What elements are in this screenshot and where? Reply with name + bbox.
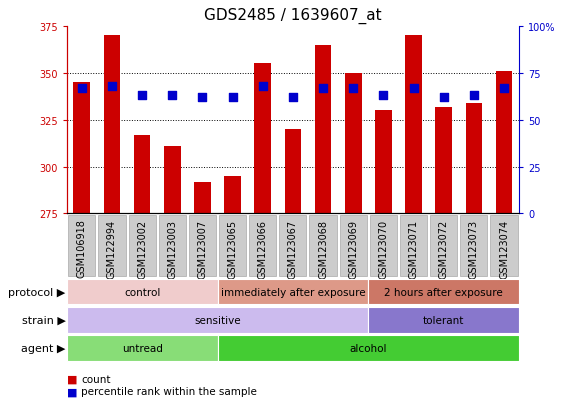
Text: GSM123070: GSM123070 (378, 219, 389, 278)
Text: GSM123003: GSM123003 (167, 219, 177, 278)
FancyBboxPatch shape (159, 215, 186, 277)
FancyBboxPatch shape (189, 215, 216, 277)
Point (168, 93, 177, 100)
Text: GSM123066: GSM123066 (258, 219, 268, 278)
FancyBboxPatch shape (400, 215, 427, 277)
Bar (164, 147, 180, 214)
Text: GSM122994: GSM122994 (107, 219, 117, 278)
Point (258, 83, 267, 90)
Text: strain ▶: strain ▶ (21, 315, 66, 325)
FancyBboxPatch shape (370, 215, 397, 277)
FancyBboxPatch shape (280, 215, 306, 277)
Bar (466, 104, 482, 214)
FancyBboxPatch shape (340, 215, 367, 277)
Point (349, 85, 358, 92)
Bar (436, 107, 452, 214)
Title: GDS2485 / 1639607_at: GDS2485 / 1639607_at (204, 8, 382, 24)
FancyBboxPatch shape (249, 215, 276, 277)
Point (499, 85, 509, 92)
Bar (74, 83, 90, 214)
Bar (134, 135, 150, 214)
FancyBboxPatch shape (68, 215, 95, 277)
Bar (285, 130, 301, 214)
FancyBboxPatch shape (219, 215, 246, 277)
FancyBboxPatch shape (430, 215, 457, 277)
Text: tolerant: tolerant (423, 315, 465, 325)
Text: control: control (124, 287, 160, 297)
Bar (218, 335, 519, 361)
Bar (255, 64, 271, 214)
Point (137, 93, 147, 100)
Text: agent ▶: agent ▶ (21, 343, 66, 353)
Bar (368, 307, 519, 333)
Point (288, 95, 298, 101)
Text: sensitive: sensitive (194, 315, 241, 325)
Bar (104, 36, 120, 214)
Bar (194, 182, 211, 214)
Bar (368, 279, 519, 305)
Text: GSM123068: GSM123068 (318, 219, 328, 278)
Text: GSM123065: GSM123065 (227, 219, 238, 278)
Point (318, 85, 328, 92)
Bar (67, 335, 218, 361)
Text: 2 hours after exposure: 2 hours after exposure (385, 287, 503, 297)
Text: GSM123073: GSM123073 (469, 219, 479, 278)
Bar (67, 307, 368, 333)
Text: percentile rank within the sample: percentile rank within the sample (81, 387, 257, 396)
Bar (218, 279, 368, 305)
Bar (224, 176, 241, 214)
Point (409, 85, 418, 92)
FancyBboxPatch shape (461, 215, 487, 277)
Text: GSM123067: GSM123067 (288, 219, 298, 278)
FancyBboxPatch shape (310, 215, 336, 277)
Point (379, 93, 388, 100)
Bar (375, 111, 392, 214)
Bar (405, 36, 422, 214)
Point (439, 95, 448, 101)
Text: GSM106918: GSM106918 (77, 219, 87, 278)
FancyBboxPatch shape (129, 215, 155, 277)
Text: immediately after exposure: immediately after exposure (220, 287, 365, 297)
Text: GSM123002: GSM123002 (137, 219, 147, 278)
Bar (496, 72, 512, 214)
Bar (345, 74, 361, 214)
Text: GSM123071: GSM123071 (408, 219, 419, 278)
Point (469, 93, 478, 100)
Text: GSM123074: GSM123074 (499, 219, 509, 278)
Point (107, 83, 117, 90)
Bar (315, 45, 331, 214)
FancyBboxPatch shape (491, 215, 517, 277)
FancyBboxPatch shape (99, 215, 125, 277)
Text: GSM123069: GSM123069 (348, 219, 358, 278)
Point (198, 95, 207, 101)
Point (77, 85, 86, 92)
Text: ■: ■ (67, 387, 77, 396)
Text: GSM123007: GSM123007 (197, 219, 208, 278)
Text: alcohol: alcohol (350, 343, 387, 353)
Text: count: count (81, 374, 111, 384)
Bar (67, 279, 218, 305)
Point (228, 95, 237, 101)
Text: protocol ▶: protocol ▶ (8, 287, 66, 297)
Text: GSM123072: GSM123072 (438, 219, 449, 278)
Text: ■: ■ (67, 374, 77, 384)
Text: untread: untread (122, 343, 162, 353)
